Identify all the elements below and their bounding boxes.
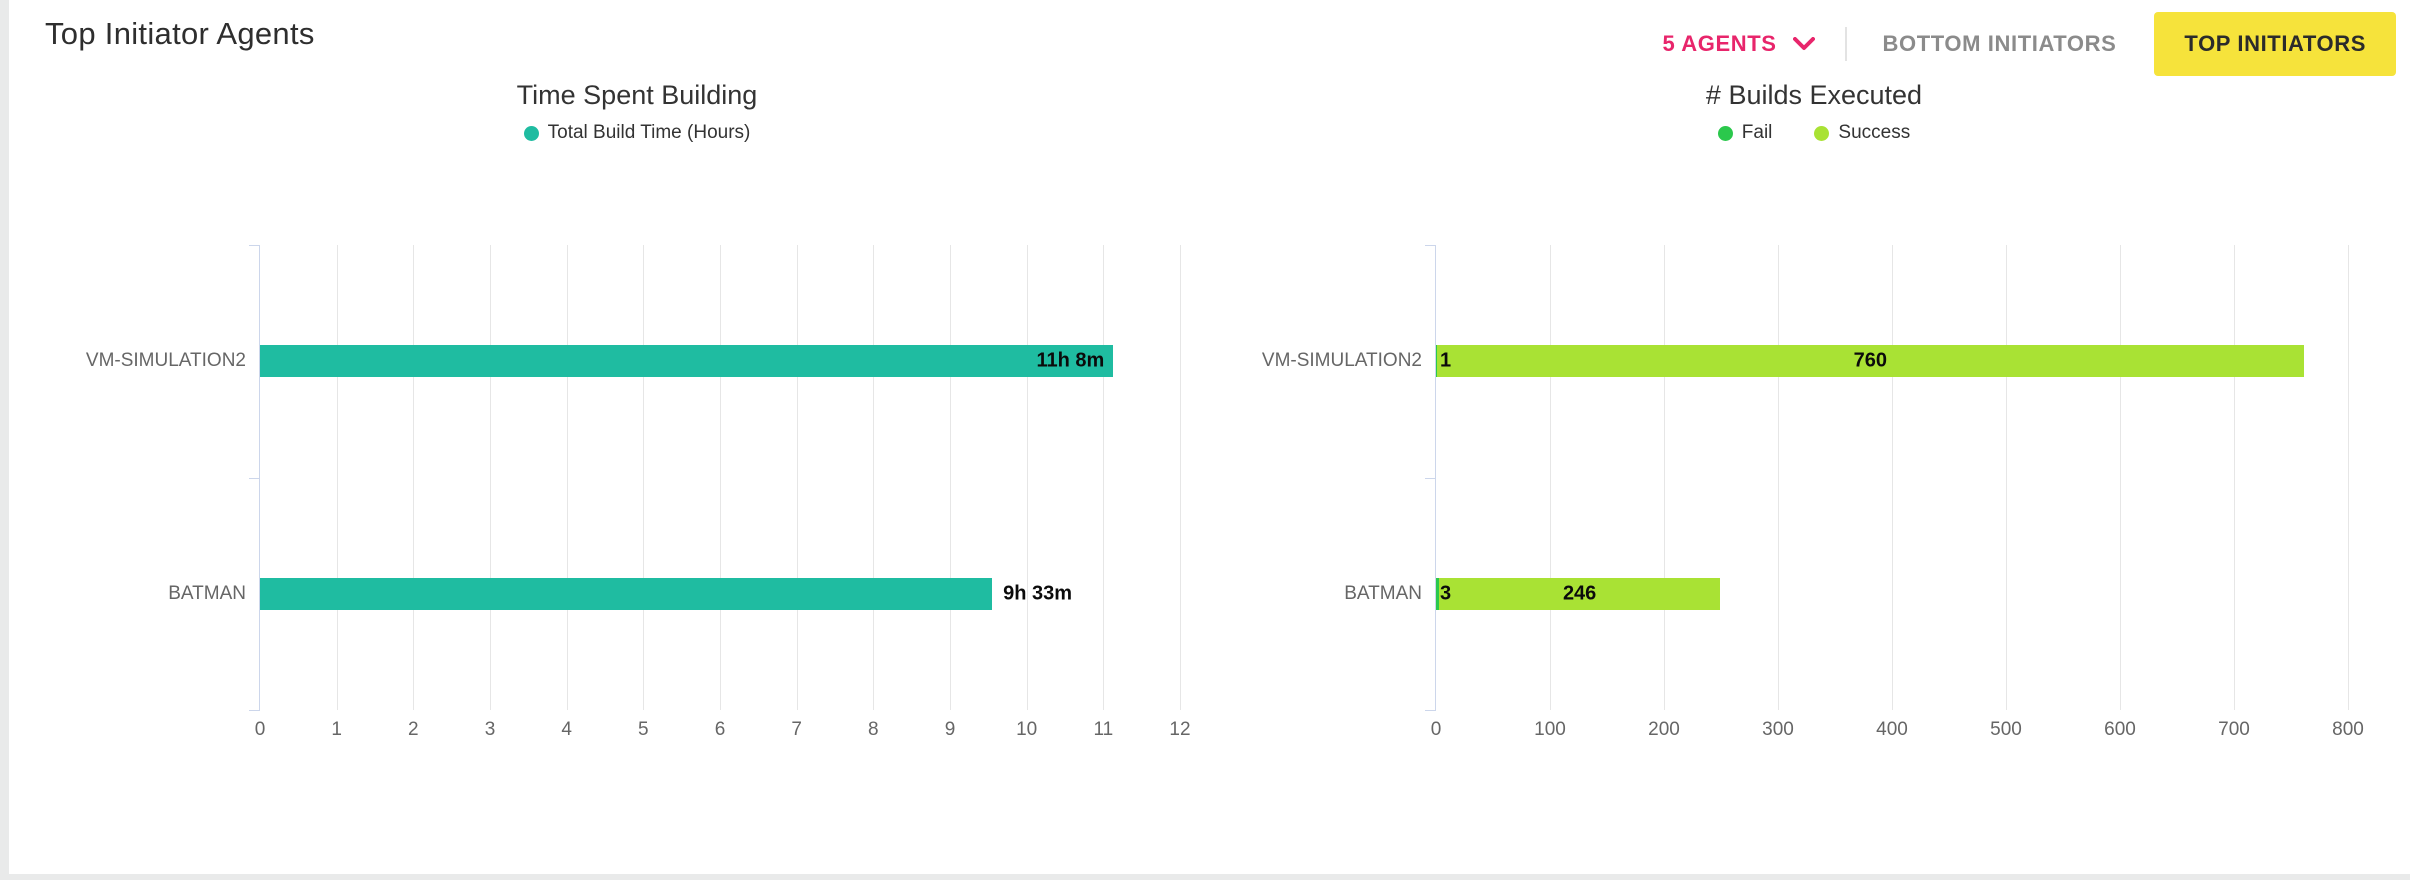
controls-divider bbox=[1844, 27, 1847, 61]
bar-track: 3 246 bbox=[1436, 577, 2348, 610]
grid-line bbox=[490, 245, 491, 710]
legend-marker-icon bbox=[523, 125, 539, 141]
top-initiator-agents-panel: Top Initiator Agents 5 AGENTS BOTTOM INI… bbox=[9, 0, 2410, 874]
legend-item[interactable]: Total Build Time (Hours) bbox=[523, 122, 751, 144]
bar-value-label: 760 bbox=[1853, 349, 1888, 372]
y-axis-tick bbox=[249, 710, 260, 711]
plot-area: 0 1 2 3 4 5 6 7 8 9 10 11 12 VM-SIMULATION2 11h 8m BATM… bbox=[86, 245, 1191, 740]
chart-legend: Fail Success bbox=[1249, 122, 2379, 144]
category-label: BATMAN bbox=[168, 582, 246, 604]
grid-line bbox=[873, 245, 875, 710]
bar-value-label: 246 bbox=[1562, 582, 1597, 605]
x-axis-tick-label: 11 bbox=[1093, 719, 1114, 740]
x-axis-tick-label: 0 bbox=[254, 719, 266, 740]
legend-item[interactable]: Fail bbox=[1717, 122, 1773, 144]
grid-line bbox=[1550, 245, 1551, 710]
bar-track: 9h 33m bbox=[260, 577, 1180, 610]
grid-line bbox=[1778, 245, 1779, 710]
grid-line bbox=[643, 245, 645, 710]
grid-line bbox=[2348, 245, 2349, 710]
bar-value-label: 1 bbox=[1440, 349, 1452, 372]
grid-line bbox=[336, 245, 338, 710]
agents-count-dropdown[interactable]: 5 AGENTS bbox=[1663, 31, 1815, 57]
legend-label: Success bbox=[1838, 122, 1911, 143]
x-axis-tick-label: 800 bbox=[2332, 719, 2364, 740]
x-axis-tick-label: 1 bbox=[331, 719, 342, 740]
category-label: VM-SIMULATION2 bbox=[85, 350, 246, 372]
bar-value-label: 3 bbox=[1440, 582, 1452, 605]
grid-line bbox=[1664, 245, 1665, 710]
grid-line bbox=[2006, 245, 2007, 710]
x-axis-tick-label: 400 bbox=[1876, 719, 1908, 740]
chart-legend: Total Build Time (Hours) bbox=[39, 122, 1235, 144]
y-axis-tick bbox=[1425, 245, 1436, 246]
grid-line bbox=[796, 245, 798, 710]
x-axis-tick-label: 4 bbox=[561, 719, 572, 740]
agents-count-label: 5 AGENTS bbox=[1662, 31, 1777, 56]
legend-label: Total Build Time (Hours) bbox=[547, 122, 751, 143]
x-axis-tick-label: 700 bbox=[2218, 719, 2250, 740]
bar-value-label: 11h 8m bbox=[1036, 349, 1105, 372]
legend-marker-icon bbox=[1814, 125, 1830, 141]
bar-segment-fail[interactable] bbox=[1436, 577, 1440, 610]
category-label: BATMAN bbox=[1344, 582, 1422, 604]
bar-segment-success[interactable] bbox=[1437, 345, 2304, 378]
y-axis-tick bbox=[1425, 710, 1436, 711]
x-axis-tick-label: 500 bbox=[1990, 719, 2022, 740]
grid-line bbox=[2234, 245, 2235, 710]
x-axis-tick-label: 300 bbox=[1762, 719, 1794, 740]
x-axis-tick-label: 10 bbox=[1016, 719, 1038, 740]
legend-marker-icon bbox=[1717, 125, 1733, 141]
bar-segment-fail[interactable] bbox=[1436, 345, 1438, 378]
grid-line bbox=[1180, 245, 1181, 710]
top-initiators-tab[interactable]: TOP INITIATORS bbox=[2154, 12, 2396, 76]
chevron-down-icon bbox=[1792, 37, 1815, 51]
bar-track: 1 760 bbox=[1436, 345, 2348, 378]
plot-area: 0 100 200 300 400 500 600 700 800 VM-SIMULATION2 1… bbox=[1262, 245, 2364, 740]
chart-time-spent-building: Time Spent Building Total Build Time (Hou… bbox=[39, 70, 1235, 770]
y-axis-tick bbox=[249, 477, 260, 479]
grid-line bbox=[413, 245, 415, 710]
x-axis-tick-label: 12 bbox=[1169, 719, 1191, 740]
x-axis-tick-label: 8 bbox=[868, 719, 879, 740]
grid-line bbox=[566, 245, 568, 710]
chart-builds-executed: # Builds Executed Fail Success 0 100 200 300 40… bbox=[1249, 70, 2379, 770]
x-axis-tick-label: 0 bbox=[1430, 719, 1442, 740]
grid-line bbox=[1026, 245, 1028, 710]
x-axis-tick-label: 3 bbox=[484, 719, 496, 740]
panel-controls: 5 AGENTS BOTTOM INITIATORS TOP INITIATOR… bbox=[1663, 11, 2396, 77]
x-axis-tick-label: 6 bbox=[714, 719, 726, 740]
chart-title: Time Spent Building bbox=[516, 80, 758, 110]
x-axis-tick-label: 200 bbox=[1648, 719, 1680, 740]
grid-line bbox=[2120, 245, 2121, 710]
chart-title: # Builds Executed bbox=[1705, 80, 1923, 110]
y-axis-tick bbox=[249, 245, 260, 246]
grid-line bbox=[1892, 245, 1893, 710]
x-axis-tick-label: 600 bbox=[2104, 719, 2136, 740]
y-axis-tick bbox=[1425, 477, 1436, 479]
bar-segment-total-build-time-hours-[interactable] bbox=[260, 345, 1114, 378]
legend-item[interactable]: Success bbox=[1814, 122, 1910, 144]
page-title: Top Initiator Agents bbox=[45, 16, 315, 51]
bottom-initiators-tab[interactable]: BOTTOM INITIATORS bbox=[1877, 31, 2123, 57]
x-axis-tick-label: 7 bbox=[791, 719, 802, 740]
grid-line bbox=[1103, 245, 1105, 710]
x-axis-tick-label: 5 bbox=[638, 719, 649, 740]
x-axis-tick-label: 9 bbox=[944, 719, 956, 740]
category-row: VM-SIMULATION2 11h 8m bbox=[86, 245, 1180, 478]
category-row: BATMAN 9h 33m bbox=[168, 478, 1180, 711]
bar-track: 11h 8m bbox=[260, 345, 1180, 378]
grid-line bbox=[720, 245, 721, 710]
category-row: BATMAN 3 246 bbox=[1344, 478, 2348, 711]
category-row: VM-SIMULATION2 1 760 bbox=[1262, 245, 2348, 478]
grid-line bbox=[950, 245, 951, 710]
category-label: VM-SIMULATION2 bbox=[1261, 350, 1422, 372]
bar-segment-total-build-time-hours-[interactable] bbox=[260, 577, 993, 610]
legend-label: Fail bbox=[1741, 122, 1773, 143]
bar-value-label: 9h 33m bbox=[1003, 582, 1073, 605]
x-axis-tick-label: 100 bbox=[1534, 719, 1566, 740]
bar-segment-success[interactable] bbox=[1439, 577, 1720, 610]
x-axis-tick-label: 2 bbox=[408, 719, 419, 740]
